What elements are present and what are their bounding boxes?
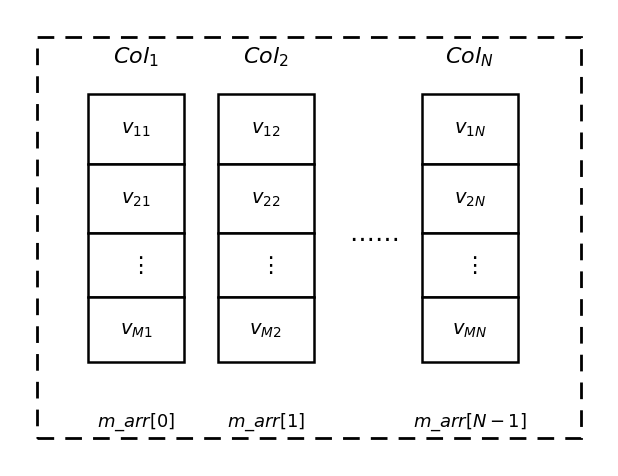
Text: $\mathit{v_{2N}}$: $\mathit{v_{2N}}$ <box>454 190 486 208</box>
Text: $\mathit{v_{11}}$: $\mathit{v_{11}}$ <box>121 121 151 139</box>
Bar <box>422 234 518 298</box>
Text: $\mathit{v_{22}}$: $\mathit{v_{22}}$ <box>251 190 281 208</box>
Bar <box>422 165 518 234</box>
Text: $\vdots$: $\vdots$ <box>129 255 143 277</box>
Text: $\mathit{Col}_{2}$: $\mathit{Col}_{2}$ <box>243 46 289 69</box>
Text: $\mathit{v_{MN}}$: $\mathit{v_{MN}}$ <box>452 321 487 339</box>
Bar <box>218 95 314 165</box>
Text: $\mathit{m\_arr}[N-1]$: $\mathit{m\_arr}[N-1]$ <box>413 410 527 432</box>
Bar <box>218 234 314 298</box>
Bar <box>88 234 184 298</box>
Bar <box>422 298 518 362</box>
Text: $\mathit{v_{21}}$: $\mathit{v_{21}}$ <box>121 190 151 208</box>
Text: $\mathit{m\_arr}[1]$: $\mathit{m\_arr}[1]$ <box>227 410 305 432</box>
Text: $\mathit{v_{M2}}$: $\mathit{v_{M2}}$ <box>250 321 282 339</box>
Bar <box>218 298 314 362</box>
Bar <box>88 298 184 362</box>
Text: $\mathit{Col}_{1}$: $\mathit{Col}_{1}$ <box>113 46 159 69</box>
Bar <box>218 165 314 234</box>
Bar <box>88 95 184 165</box>
Text: $\vdots$: $\vdots$ <box>258 255 273 277</box>
Text: $\mathit{m\_arr}[0]$: $\mathit{m\_arr}[0]$ <box>97 410 175 432</box>
Text: $\mathit{v_{12}}$: $\mathit{v_{12}}$ <box>251 121 281 139</box>
Text: $\vdots$: $\vdots$ <box>462 255 477 277</box>
Text: $\cdots\cdots$: $\cdots\cdots$ <box>349 226 399 250</box>
Bar <box>88 165 184 234</box>
Text: $\mathit{Col}_{N}$: $\mathit{Col}_{N}$ <box>446 46 494 69</box>
Text: $\mathit{v_{M1}}$: $\mathit{v_{M1}}$ <box>120 321 152 339</box>
Bar <box>422 95 518 165</box>
Text: $\mathit{v_{1N}}$: $\mathit{v_{1N}}$ <box>454 121 486 139</box>
